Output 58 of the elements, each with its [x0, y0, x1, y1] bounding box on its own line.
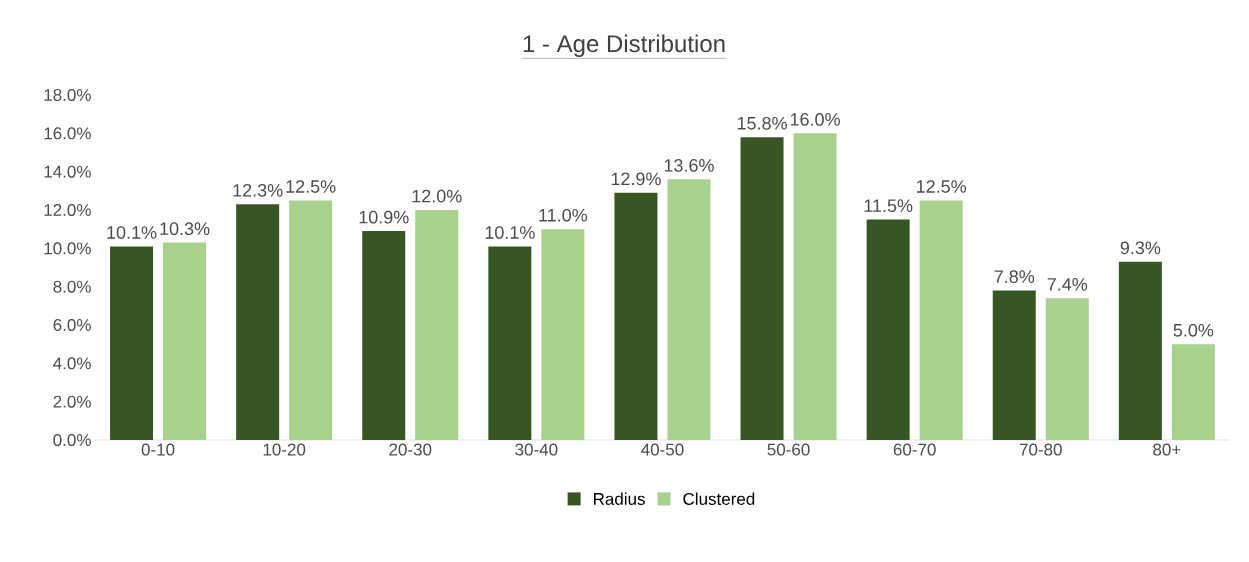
data-label: 10.1% [107, 226, 157, 239]
data-label: 12.9% [611, 172, 661, 186]
y-tick-label: 14.0% [44, 165, 91, 178]
data-label: 13.6% [664, 159, 714, 172]
x-tick-label: 10-20 [263, 443, 306, 456]
bar [163, 242, 207, 440]
y-tick-label: 0.0% [53, 433, 91, 447]
bar [740, 137, 784, 440]
chart-title: 1 - Age Distribution [523, 34, 725, 57]
y-tick-label: 18.0% [44, 88, 91, 102]
data-label: 9.3% [1120, 241, 1161, 255]
data-label: 12.0% [412, 189, 462, 203]
bar [289, 200, 333, 440]
bar [236, 204, 280, 440]
bar [919, 200, 963, 440]
data-label: 7.4% [1047, 278, 1088, 291]
bar [1045, 298, 1089, 440]
y-tick-label: 16.0% [44, 127, 91, 140]
bar [110, 246, 154, 440]
data-label: 10.9% [359, 210, 409, 224]
bar [362, 231, 406, 440]
y-tick-label: 10.0% [44, 242, 91, 255]
bar [1118, 261, 1162, 440]
data-label: 10.3% [160, 222, 210, 236]
x-tick-label: 60-70 [893, 443, 936, 456]
x-tick-label: 40-50 [641, 443, 684, 456]
legend-label: Radius [594, 492, 645, 505]
y-tick-label: 12.0% [44, 203, 91, 217]
data-label: 10.1% [485, 226, 535, 239]
bar [488, 246, 532, 440]
bar [667, 179, 711, 440]
data-label: 5.0% [1173, 323, 1214, 337]
data-label: 12.5% [917, 180, 967, 193]
y-tick-label: 6.0% [53, 318, 91, 332]
x-tick-label: 30-40 [515, 443, 558, 456]
data-label: 12.5% [286, 180, 336, 193]
bar [793, 133, 837, 440]
bar [541, 229, 585, 440]
bar [992, 290, 1036, 440]
data-label: 15.8% [737, 116, 787, 130]
y-tick-label: 2.0% [53, 395, 91, 408]
data-label: 7.8% [994, 270, 1035, 283]
x-tick-label: 50-60 [767, 443, 810, 456]
x-tick-label: 0-10 [141, 443, 175, 456]
data-label: 11.0% [539, 208, 588, 222]
x-tick-label: 20-30 [389, 443, 432, 456]
data-label: 11.5% [864, 199, 913, 213]
y-tick-label: 8.0% [53, 280, 91, 293]
bar [415, 210, 459, 440]
x-tick-label: 70-80 [1019, 443, 1062, 456]
data-label: 12.3% [233, 183, 283, 197]
data-label: 16.0% [790, 113, 840, 126]
x-tick-label: 80+ [1153, 443, 1181, 456]
legend-label: Clustered [683, 492, 755, 505]
bar [1171, 344, 1215, 440]
bar [614, 192, 658, 440]
y-tick-label: 4.0% [53, 357, 91, 370]
bar [866, 219, 910, 440]
